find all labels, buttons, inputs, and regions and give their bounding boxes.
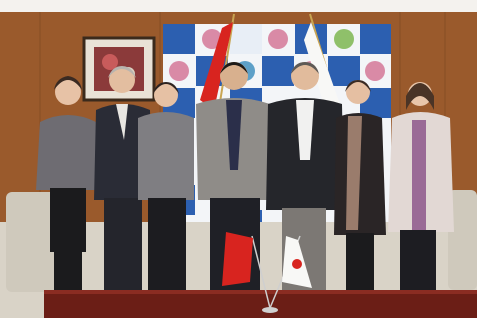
top-strip (0, 0, 477, 12)
flag-stand (262, 307, 278, 313)
photo (0, 0, 477, 318)
table (44, 290, 477, 318)
table-edge (44, 290, 477, 294)
page (0, 0, 477, 318)
desk-china-flag (222, 232, 253, 286)
japan-flag-disc (292, 259, 302, 269)
sofa (6, 192, 56, 292)
